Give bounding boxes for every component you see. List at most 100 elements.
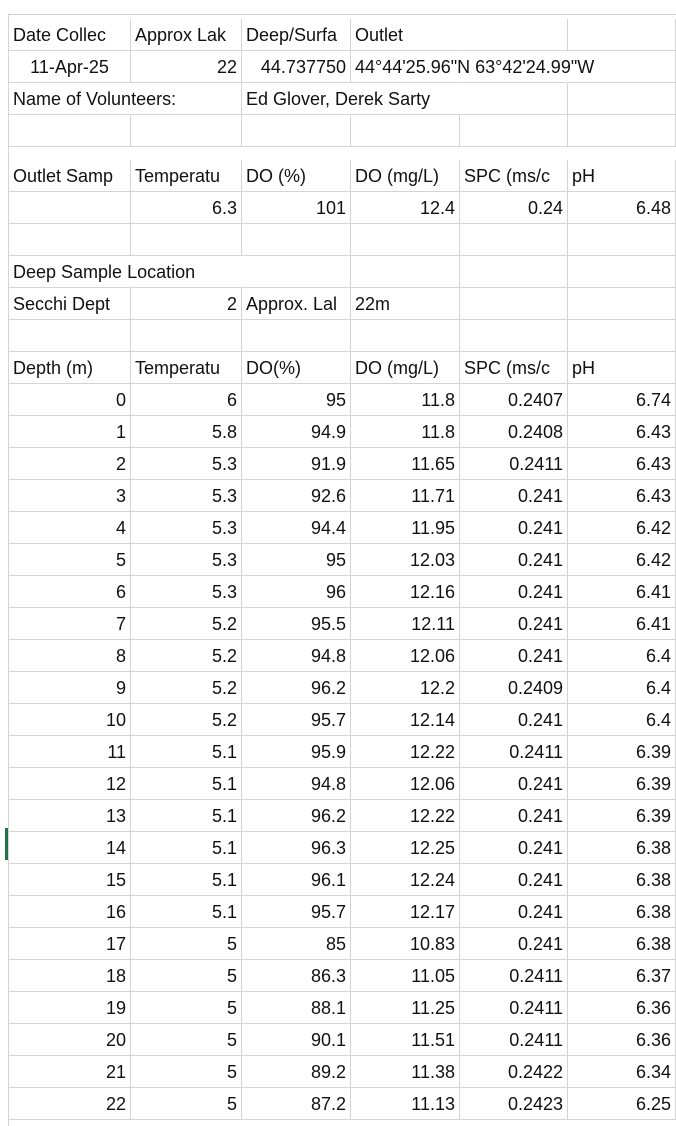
- temperature-cell[interactable]: 5: [131, 1088, 242, 1120]
- header-approx-lake-depth[interactable]: Approx Lak: [131, 19, 242, 51]
- empty-cell[interactable]: [351, 115, 460, 147]
- do-mgl-cell[interactable]: 12.17: [351, 896, 460, 928]
- spc-cell[interactable]: 0.241: [460, 896, 568, 928]
- ph-cell[interactable]: 6.42: [568, 544, 676, 576]
- do-mgl-cell[interactable]: 12.06: [351, 768, 460, 800]
- empty-cell[interactable]: [131, 224, 242, 256]
- do-mgl-cell[interactable]: 11.95: [351, 512, 460, 544]
- depth-cell[interactable]: 5: [9, 544, 131, 576]
- do-percent-cell[interactable]: 89.2: [242, 1056, 351, 1088]
- spc-cell[interactable]: 0.241: [460, 800, 568, 832]
- temperature-cell[interactable]: 5.1: [131, 896, 242, 928]
- secchi-label-cell[interactable]: Secchi Dept: [9, 288, 131, 320]
- empty-cell[interactable]: [568, 256, 676, 288]
- ph-cell[interactable]: 6.39: [568, 800, 676, 832]
- deep-location-label[interactable]: Deep Sample Location: [9, 256, 195, 288]
- spc-cell[interactable]: 0.2423: [460, 1088, 568, 1120]
- depth-cell[interactable]: 11: [9, 736, 131, 768]
- empty-cell[interactable]: [568, 115, 676, 147]
- temperature-cell[interactable]: 5.1: [131, 736, 242, 768]
- ph-cell[interactable]: 6.38: [568, 928, 676, 960]
- spc-cell[interactable]: 0.2422: [460, 1056, 568, 1088]
- depth-cell[interactable]: 22: [9, 1088, 131, 1120]
- empty-cell[interactable]: [568, 288, 676, 320]
- depth-cell[interactable]: 7: [9, 608, 131, 640]
- temperature-cell[interactable]: 5.8: [131, 416, 242, 448]
- do-mgl-cell[interactable]: 12.22: [351, 736, 460, 768]
- do-percent-cell[interactable]: 87.2: [242, 1088, 351, 1120]
- ph-cell[interactable]: 6.39: [568, 768, 676, 800]
- do-mgl-cell[interactable]: 11.65: [351, 448, 460, 480]
- ph-cell[interactable]: 6.74: [568, 384, 676, 416]
- do-mgl-cell[interactable]: 10.83: [351, 928, 460, 960]
- do-percent-cell[interactable]: 95.9: [242, 736, 351, 768]
- do-percent-cell[interactable]: 95.7: [242, 896, 351, 928]
- do-percent-cell[interactable]: 86.3: [242, 960, 351, 992]
- do-percent-cell[interactable]: 95.5: [242, 608, 351, 640]
- do-percent-cell[interactable]: 94.4: [242, 512, 351, 544]
- depth-cell[interactable]: 13: [9, 800, 131, 832]
- depth-cell[interactable]: 20: [9, 1024, 131, 1056]
- do-mgl-cell[interactable]: 12.24: [351, 864, 460, 896]
- ph-cell[interactable]: 6.4: [568, 672, 676, 704]
- empty-cell[interactable]: [9, 224, 131, 256]
- temperature-cell[interactable]: 5: [131, 928, 242, 960]
- do-percent-cell[interactable]: 95.7: [242, 704, 351, 736]
- header-spc[interactable]: SPC (ms/c: [460, 352, 568, 384]
- ph-cell[interactable]: 6.38: [568, 864, 676, 896]
- do-percent-cell[interactable]: 94.8: [242, 768, 351, 800]
- spc-cell[interactable]: 0.2411: [460, 736, 568, 768]
- ph-cell[interactable]: 6.36: [568, 992, 676, 1024]
- do-percent-cell[interactable]: 91.9: [242, 448, 351, 480]
- temperature-cell[interactable]: 5.2: [131, 640, 242, 672]
- depth-cell[interactable]: 19: [9, 992, 131, 1024]
- do-mgl-cell[interactable]: 11.51: [351, 1024, 460, 1056]
- empty-cell[interactable]: [460, 115, 568, 147]
- secchi-value-cell[interactable]: 2: [131, 288, 242, 320]
- empty-cell[interactable]: [460, 224, 568, 256]
- ph-cell[interactable]: 6.41: [568, 576, 676, 608]
- spc-cell[interactable]: 0.241: [460, 768, 568, 800]
- header-spc[interactable]: SPC (ms/c: [460, 160, 568, 192]
- temperature-cell[interactable]: 5.3: [131, 512, 242, 544]
- do-mgl-cell[interactable]: 12.2: [351, 672, 460, 704]
- depth-cell[interactable]: 10: [9, 704, 131, 736]
- ph-cell[interactable]: 6.25: [568, 1088, 676, 1120]
- empty-cell[interactable]: [242, 320, 351, 352]
- outlet-cell[interactable]: 6.48: [568, 192, 676, 224]
- temperature-cell[interactable]: 5.3: [131, 544, 242, 576]
- temperature-cell[interactable]: 5.1: [131, 768, 242, 800]
- ph-cell[interactable]: 6.43: [568, 448, 676, 480]
- temperature-cell[interactable]: 5: [131, 992, 242, 1024]
- header-do-mgl[interactable]: DO (mg/L): [351, 160, 460, 192]
- empty-cell[interactable]: [568, 320, 676, 352]
- ph-cell[interactable]: 6.34: [568, 1056, 676, 1088]
- temperature-cell[interactable]: 5.3: [131, 448, 242, 480]
- spc-cell[interactable]: 0.241: [460, 640, 568, 672]
- empty-cell[interactable]: [568, 83, 676, 115]
- volunteers-label-cell[interactable]: Name of Volunteers:: [9, 83, 176, 115]
- spc-cell[interactable]: 0.241: [460, 512, 568, 544]
- do-percent-cell[interactable]: 96.1: [242, 864, 351, 896]
- empty-cell[interactable]: [351, 224, 460, 256]
- header-depth[interactable]: Depth (m): [9, 352, 131, 384]
- do-percent-cell[interactable]: 88.1: [242, 992, 351, 1024]
- empty-cell[interactable]: [351, 256, 460, 288]
- ph-cell[interactable]: 6.37: [568, 960, 676, 992]
- empty-cell[interactable]: [460, 256, 568, 288]
- depth-cell[interactable]: 0: [9, 384, 131, 416]
- do-percent-cell[interactable]: 94.9: [242, 416, 351, 448]
- empty-cell[interactable]: [460, 83, 568, 115]
- empty-cell[interactable]: [460, 51, 568, 83]
- spc-cell[interactable]: 0.2411: [460, 960, 568, 992]
- spc-cell[interactable]: 0.2411: [460, 448, 568, 480]
- empty-cell[interactable]: [242, 115, 351, 147]
- temperature-cell[interactable]: 5.1: [131, 864, 242, 896]
- spc-cell[interactable]: 0.241: [460, 608, 568, 640]
- outlet-cell[interactable]: 12.4: [351, 192, 460, 224]
- do-mgl-cell[interactable]: 12.06: [351, 640, 460, 672]
- ph-cell[interactable]: 6.36: [568, 1024, 676, 1056]
- do-mgl-cell[interactable]: 12.22: [351, 800, 460, 832]
- outlet-cell[interactable]: 6.3: [131, 192, 242, 224]
- depth-cell[interactable]: 18: [9, 960, 131, 992]
